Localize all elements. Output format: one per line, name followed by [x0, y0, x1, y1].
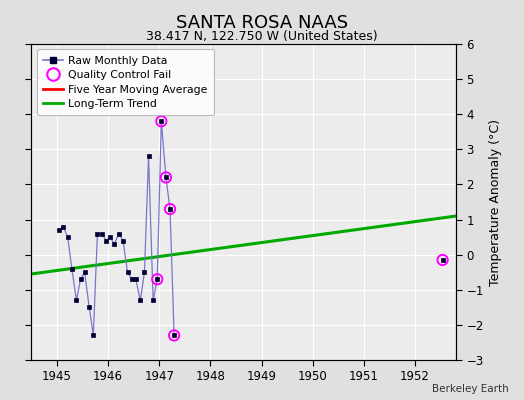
Text: Berkeley Earth: Berkeley Earth — [432, 384, 508, 394]
Y-axis label: Temperature Anomaly (°C): Temperature Anomaly (°C) — [489, 118, 502, 286]
Legend: Raw Monthly Data, Quality Control Fail, Five Year Moving Average, Long-Term Tren: Raw Monthly Data, Quality Control Fail, … — [37, 50, 214, 116]
Point — [170, 332, 178, 339]
Text: 38.417 N, 122.750 W (United States): 38.417 N, 122.750 W (United States) — [146, 30, 378, 43]
Point — [157, 118, 166, 124]
Point — [162, 174, 170, 181]
Text: SANTA ROSA NAAS: SANTA ROSA NAAS — [176, 14, 348, 32]
Point — [153, 276, 161, 282]
Point — [439, 257, 447, 263]
Point — [166, 206, 174, 212]
